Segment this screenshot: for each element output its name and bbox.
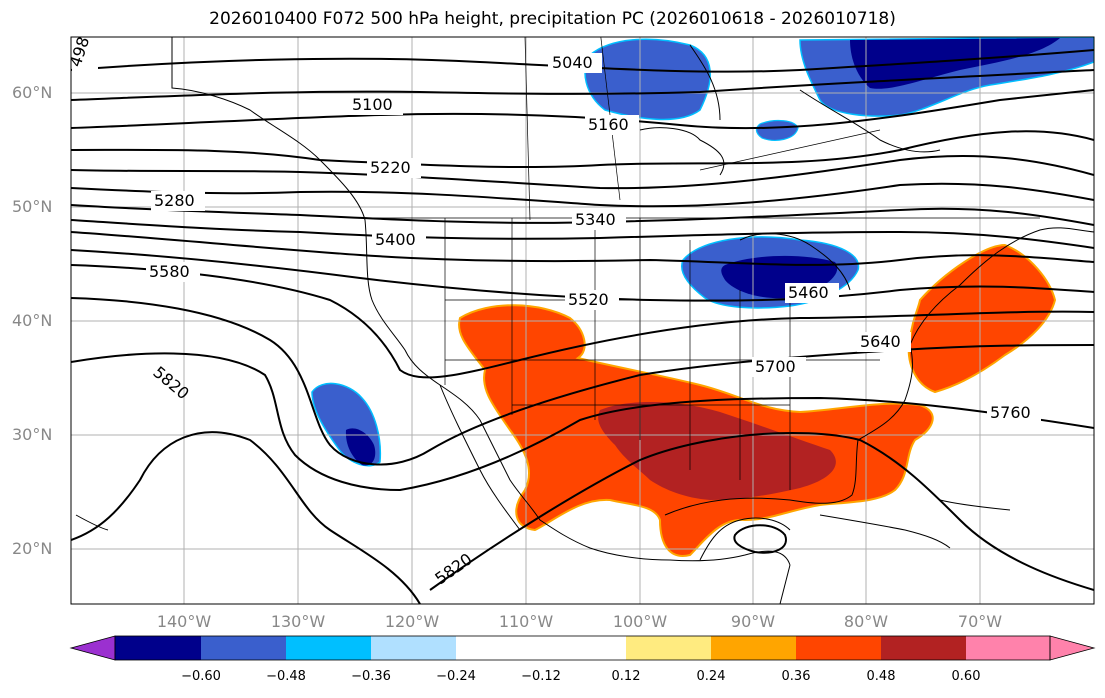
colorbar	[69, 635, 1096, 661]
lon-label: 130°W	[270, 612, 326, 631]
lat-label: 50°N	[12, 197, 53, 216]
lon-label: 80°W	[843, 612, 889, 631]
lat-label: 20°N	[12, 539, 53, 558]
contour-label: 5340	[575, 210, 616, 229]
contour-label: 5160	[588, 115, 629, 134]
colorbar-tick: 0.48	[866, 669, 896, 684]
colorbar-tick: 0.60	[951, 669, 981, 684]
lat-label: 40°N	[12, 311, 53, 330]
contour-label: 5700	[755, 357, 796, 376]
lon-label: 120°W	[384, 612, 440, 631]
colorbar-segment	[796, 636, 881, 660]
contour-label: 5100	[352, 95, 393, 114]
colorbar-tick: 0.12	[611, 669, 641, 684]
colorbar-segment	[201, 636, 286, 660]
contour-label: 5460	[788, 283, 829, 302]
contour-label: 5220	[370, 158, 411, 177]
figure-title: 2026010400 F072 500 hPa height, precipit…	[209, 9, 896, 29]
colorbar-segment	[626, 636, 711, 660]
contour-label: 5040	[552, 53, 593, 72]
colorbar-segment	[286, 636, 371, 660]
contour-label: 5580	[149, 262, 190, 281]
contour-label: 5760	[990, 403, 1031, 422]
lon-label: 110°W	[498, 612, 554, 631]
colorbar-right-extend	[1049, 635, 1096, 661]
colorbar-tick: 0.24	[696, 669, 726, 684]
lat-label: 60°N	[12, 83, 53, 102]
lon-label: 100°W	[612, 612, 668, 631]
colorbar-tick: −0.36	[351, 669, 391, 684]
lon-label: 140°W	[156, 612, 212, 631]
contour-label: 5640	[860, 332, 901, 351]
lon-label: 90°W	[730, 612, 776, 631]
colorbar-segment	[966, 636, 1050, 660]
colorbar-segment	[456, 636, 541, 660]
colorbar-tick: −0.24	[436, 669, 476, 684]
colorbar-left-extend	[69, 635, 116, 661]
colorbar-tick: −0.60	[181, 669, 221, 684]
colorbar-segment	[541, 636, 626, 660]
colorbar-tick: −0.48	[266, 669, 306, 684]
colorbar-tick: −0.12	[521, 669, 561, 684]
lat-label: 30°N	[12, 425, 53, 444]
map-frame	[70, 36, 1095, 605]
lon-label: 70°W	[957, 612, 1003, 631]
colorbar-segment	[115, 636, 201, 660]
colorbar-segment	[881, 636, 966, 660]
contour-label: 5520	[568, 290, 609, 309]
coastlines	[75, 37, 1094, 604]
contour-label: 5400	[375, 230, 416, 249]
contour-label: 5280	[154, 191, 195, 210]
colorbar-segment	[711, 636, 796, 660]
colorbar-segment	[371, 636, 456, 660]
colorbar-tick: 0.36	[781, 669, 811, 684]
contour-labels: 4980 5040 5100 5160 5220 5280 5340 5400 …	[71, 37, 1041, 588]
